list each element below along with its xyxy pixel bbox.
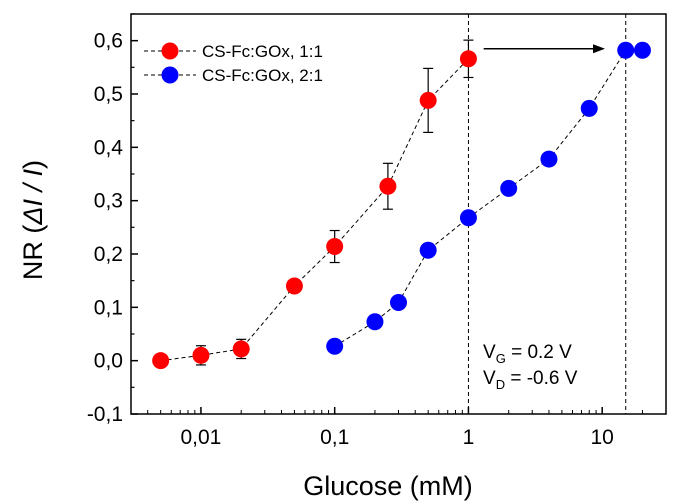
y-tick-label: 0,3 [94, 190, 123, 213]
x-tick-label: 1 [463, 426, 475, 449]
data-point [633, 41, 651, 59]
data-point [540, 150, 558, 168]
vg-annotation: VG = 0.2 V [483, 342, 572, 366]
legend-label-1: CS-Fc:GOx, 1:1 [202, 42, 323, 61]
data-point [152, 352, 170, 370]
data-point [580, 99, 598, 117]
y-axis-title-italic: ΔI / I [18, 168, 48, 225]
series-line [160, 58, 469, 362]
data-point [419, 91, 437, 109]
data-point [285, 277, 303, 295]
data-point [617, 41, 635, 59]
y-tick-label: 0,1 [94, 296, 123, 319]
legend-label-2: CS-Fc:GOx, 2:1 [202, 66, 323, 85]
legend-marker-2 [161, 66, 179, 84]
series-1 [152, 39, 477, 370]
data-point [326, 337, 344, 355]
vd-annotation: VD = -0.6 V [483, 368, 578, 392]
y-tick-label: 0,4 [94, 136, 124, 159]
tick-labels: -0,1 0,0 0,1 0,2 0,3 0,4 0,5 0,6 0,01 0,1 1 10 [87, 30, 614, 449]
y-axis-title-main: NR ( [18, 225, 48, 281]
data-point [419, 241, 437, 259]
data-point [366, 313, 384, 331]
ticks-layer [131, 13, 643, 415]
data-point [379, 177, 397, 195]
x-tick-label: 10 [591, 426, 614, 449]
y-tick-label: 0,6 [94, 30, 123, 53]
y-tick-label: 0,5 [94, 83, 123, 106]
x-tick-label: 0,01 [180, 426, 221, 449]
data-point [232, 340, 250, 358]
data-point [390, 294, 407, 312]
y-axis-title-end: ) [18, 160, 48, 169]
series-layer [152, 39, 651, 370]
data-point [459, 50, 477, 68]
y-axis-title: NR (ΔI / I) [18, 160, 48, 280]
data-point [326, 238, 344, 256]
x-axis-title: Glucose (mM) [303, 471, 473, 501]
data-point [192, 346, 210, 364]
data-point [500, 179, 518, 197]
series-line [334, 49, 643, 347]
x-tick-label: 0,1 [320, 426, 349, 449]
legend: CS-Fc:GOx, 1:1 CS-Fc:GOx, 2:1 [144, 42, 323, 85]
arrow-annotation [483, 44, 606, 54]
y-tick-label: 0,0 [94, 350, 123, 373]
arrow-head [593, 44, 606, 54]
data-point [459, 209, 477, 227]
y-tick-label: -0,1 [87, 403, 123, 426]
conditions-annotation: VG = 0.2 V VD = -0.6 V [483, 342, 578, 392]
y-tick-label: 0,2 [94, 243, 123, 266]
series-2 [326, 41, 651, 355]
legend-marker-1 [161, 42, 179, 60]
